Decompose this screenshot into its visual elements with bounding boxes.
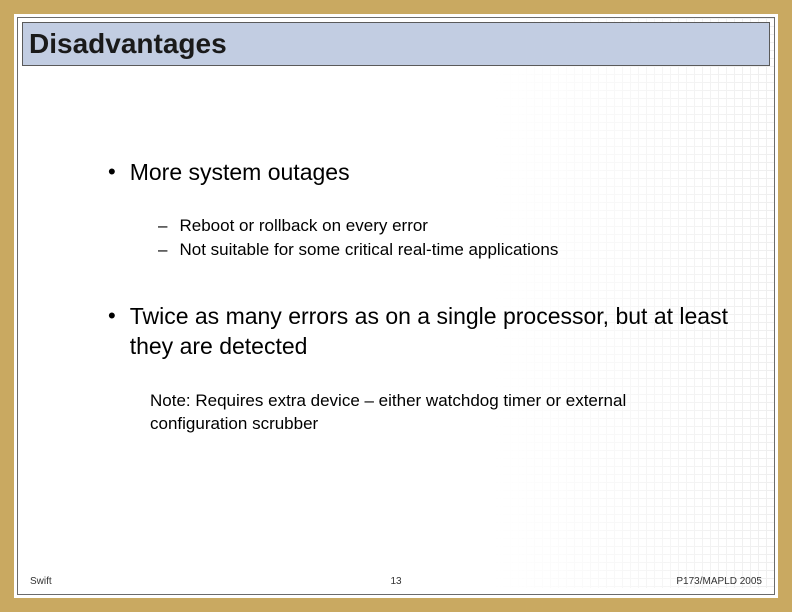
- slide-footer: Swift 13 P173/MAPLD 2005: [30, 571, 762, 591]
- slide-content: • More system outages – Reboot or rollba…: [108, 158, 734, 436]
- bullet-text: More system outages: [130, 158, 350, 188]
- bullet-item: • Twice as many errors as on a single pr…: [108, 302, 734, 362]
- sub-bullet-marker: –: [158, 240, 167, 260]
- bullet-marker: •: [108, 158, 116, 188]
- sub-bullet-marker: –: [158, 216, 167, 236]
- note-text: Note: Requires extra device – either wat…: [150, 390, 710, 436]
- title-bar: Disadvantages: [22, 22, 770, 66]
- inner-border: Disadvantages • More system outages – Re…: [17, 17, 775, 595]
- sub-bullet-list: – Reboot or rollback on every error – No…: [158, 216, 734, 260]
- sub-bullet-text: Not suitable for some critical real-time…: [179, 240, 558, 260]
- bullet-text: Twice as many errors as on a single proc…: [130, 302, 734, 362]
- sub-bullet-text: Reboot or rollback on every error: [179, 216, 428, 236]
- bullet-item: • More system outages: [108, 158, 734, 188]
- slide-frame: Disadvantages • More system outages – Re…: [0, 0, 792, 612]
- footer-right: P173/MAPLD 2005: [676, 576, 762, 587]
- slide-title: Disadvantages: [29, 28, 227, 60]
- bullet-marker: •: [108, 302, 116, 362]
- footer-page-number: 13: [390, 576, 401, 587]
- footer-left: Swift: [30, 576, 52, 587]
- sub-bullet-item: – Not suitable for some critical real-ti…: [158, 240, 734, 260]
- sub-bullet-item: – Reboot or rollback on every error: [158, 216, 734, 236]
